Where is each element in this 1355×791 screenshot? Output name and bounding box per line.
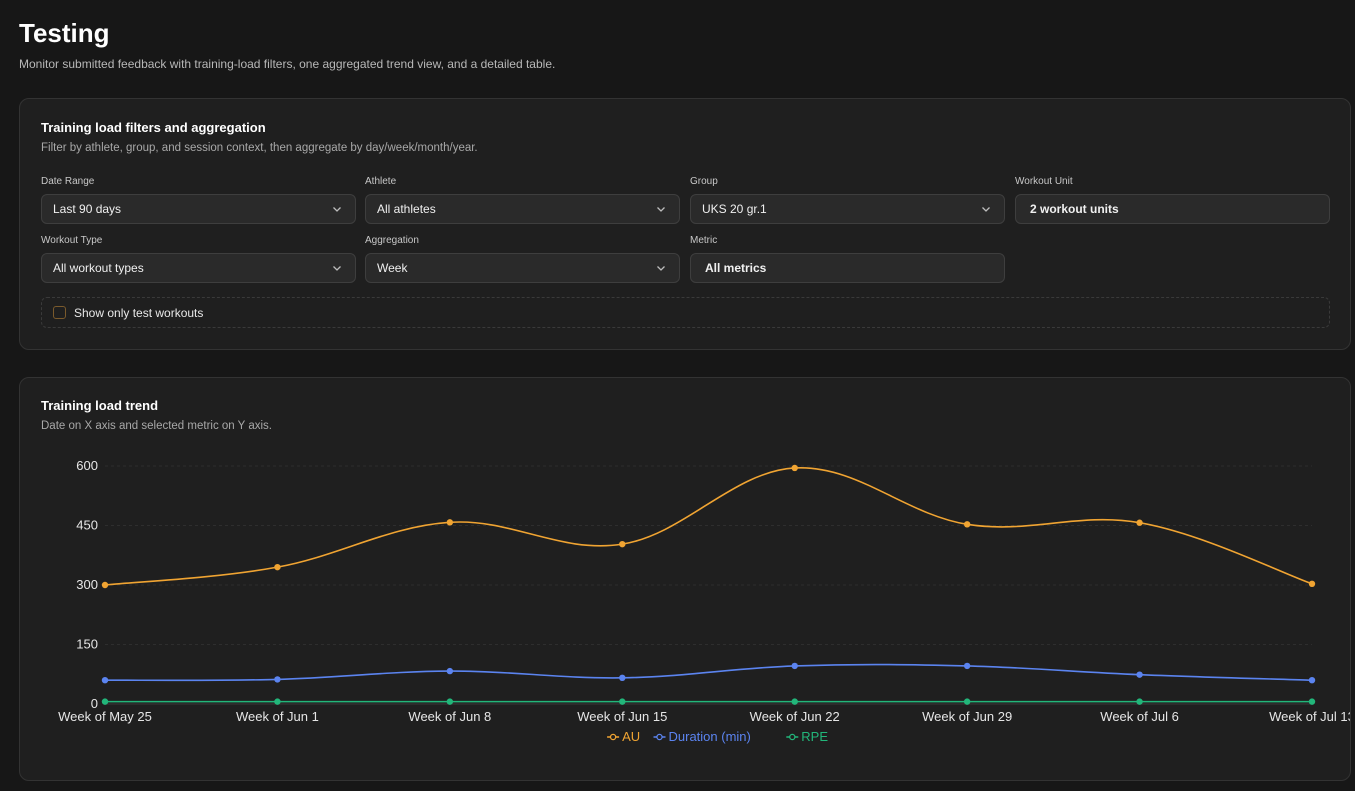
data-point-rpe bbox=[791, 698, 798, 705]
group-value: UKS 20 gr.1 bbox=[702, 202, 767, 216]
chevron-down-icon bbox=[982, 207, 990, 212]
data-point-rpe bbox=[963, 698, 971, 705]
page-title: Testing bbox=[19, 18, 110, 48]
group-field: Group UKS 20 gr.1 bbox=[690, 176, 1005, 224]
data-point-duration-min bbox=[1136, 671, 1143, 678]
group-label: Group bbox=[690, 176, 718, 187]
trend-card: Training load trend Date on X axis and s… bbox=[19, 377, 1351, 781]
workout-type-value: All workout types bbox=[53, 261, 144, 275]
workout-unit-label: Workout Unit bbox=[1015, 176, 1073, 187]
series-line-au bbox=[104, 467, 1313, 586]
y-tick-label: 600 bbox=[76, 458, 98, 473]
athlete-field: Athlete All athletes bbox=[365, 176, 680, 224]
legend-label-rpe: RPE bbox=[801, 729, 828, 744]
data-point-duration-min bbox=[101, 677, 109, 684]
legend-marker-duration-min bbox=[656, 733, 663, 741]
data-point-au bbox=[274, 563, 281, 571]
chevron-down-icon bbox=[657, 207, 665, 212]
series-line-duration-min bbox=[104, 663, 1313, 682]
metric-label: Metric bbox=[690, 235, 718, 246]
aggregation-field: Aggregation Week bbox=[365, 235, 680, 283]
legend-marker-rpe bbox=[789, 733, 796, 741]
data-point-duration-min bbox=[446, 667, 454, 675]
data-point-rpe bbox=[1136, 698, 1143, 705]
y-tick-label: 450 bbox=[76, 518, 98, 533]
athlete-select[interactable]: All athletes bbox=[365, 194, 680, 224]
workout-type-label: Workout Type bbox=[41, 235, 103, 246]
y-tick-label: 150 bbox=[76, 637, 98, 652]
aggregation-label: Aggregation bbox=[365, 235, 419, 246]
data-point-rpe bbox=[446, 698, 454, 705]
workout-unit-input[interactable]: 2 workout units bbox=[1015, 194, 1330, 224]
data-point-au bbox=[619, 540, 626, 548]
date-range-field: Date Range Last 90 days bbox=[41, 176, 356, 224]
filters-card: Training load filters and aggregation Fi… bbox=[19, 98, 1351, 350]
aggregation-value: Week bbox=[377, 261, 408, 275]
data-point-duration-min bbox=[1308, 677, 1316, 684]
page-subtitle: Monitor submitted feedback with training… bbox=[19, 57, 556, 71]
metric-field: Metric All metrics bbox=[690, 235, 1005, 283]
y-tick-label: 0 bbox=[91, 696, 98, 711]
data-point-rpe bbox=[274, 698, 281, 705]
legend-label-au: AU bbox=[622, 729, 640, 744]
legend-label-duration-min: Duration (min) bbox=[669, 729, 751, 744]
data-point-au bbox=[446, 519, 454, 526]
data-point-duration-min bbox=[791, 662, 798, 670]
training-load-chart: 0 150 300 450 600 Week of May 25 Week of Jun 1… bbox=[58, 458, 1350, 744]
data-point-au bbox=[1136, 519, 1143, 526]
x-tick-label: Week of Jun 1 bbox=[236, 709, 319, 724]
data-point-rpe bbox=[101, 698, 109, 705]
athlete-value: All athletes bbox=[377, 202, 436, 216]
data-point-duration-min bbox=[274, 676, 281, 683]
x-tick-label: Week of May 25 bbox=[58, 709, 152, 724]
legend-marker-au bbox=[609, 733, 617, 741]
date-range-value: Last 90 days bbox=[53, 202, 122, 216]
data-point-duration-min bbox=[619, 674, 626, 682]
workout-unit-field: Workout Unit 2 workout units bbox=[1015, 176, 1330, 224]
aggregation-select[interactable]: Week bbox=[365, 253, 680, 283]
test-workouts-label: Show only test workouts bbox=[74, 305, 204, 320]
x-tick-label: Week of Jun 22 bbox=[750, 709, 840, 724]
group-select[interactable]: UKS 20 gr.1 bbox=[690, 194, 1005, 224]
data-point-au bbox=[791, 464, 798, 472]
filters-subtitle: Filter by athlete, group, and session co… bbox=[41, 142, 478, 154]
metric-value: All metrics bbox=[705, 261, 767, 275]
trend-subtitle: Date on X axis and selected metric on Y … bbox=[41, 420, 272, 432]
x-tick-label: Week of Jun 8 bbox=[408, 709, 491, 724]
metric-input[interactable]: All metrics bbox=[690, 253, 1005, 283]
data-point-rpe bbox=[619, 698, 626, 705]
x-tick-label: Week of Jul 6 bbox=[1100, 709, 1179, 724]
test-workouts-checkbox[interactable] bbox=[53, 306, 66, 319]
workout-type-field: Workout Type All workout types bbox=[41, 235, 356, 283]
chevron-down-icon bbox=[333, 266, 341, 271]
x-tick-label: Week of Jun 29 bbox=[922, 709, 1012, 724]
trend-title: Training load trend bbox=[41, 398, 159, 413]
data-point-au bbox=[963, 521, 971, 528]
x-tick-label: Week of Jun 15 bbox=[577, 709, 667, 724]
athlete-label: Athlete bbox=[365, 176, 397, 187]
filters-title: Training load filters and aggregation bbox=[41, 120, 266, 135]
data-point-au bbox=[101, 581, 109, 589]
date-range-label: Date Range bbox=[41, 176, 95, 187]
test-workouts-toggle-row[interactable]: Show only test workouts bbox=[41, 297, 1330, 328]
y-tick-label: 300 bbox=[76, 577, 98, 592]
chevron-down-icon bbox=[657, 266, 665, 271]
data-point-duration-min bbox=[963, 662, 971, 670]
date-range-select[interactable]: Last 90 days bbox=[41, 194, 356, 224]
workout-unit-value: 2 workout units bbox=[1030, 202, 1119, 216]
data-point-au bbox=[1308, 580, 1316, 588]
data-point-rpe bbox=[1308, 698, 1316, 705]
x-tick-label: Week of Jul 13 bbox=[1269, 709, 1350, 724]
chevron-down-icon bbox=[333, 207, 341, 212]
workout-type-select[interactable]: All workout types bbox=[41, 253, 356, 283]
